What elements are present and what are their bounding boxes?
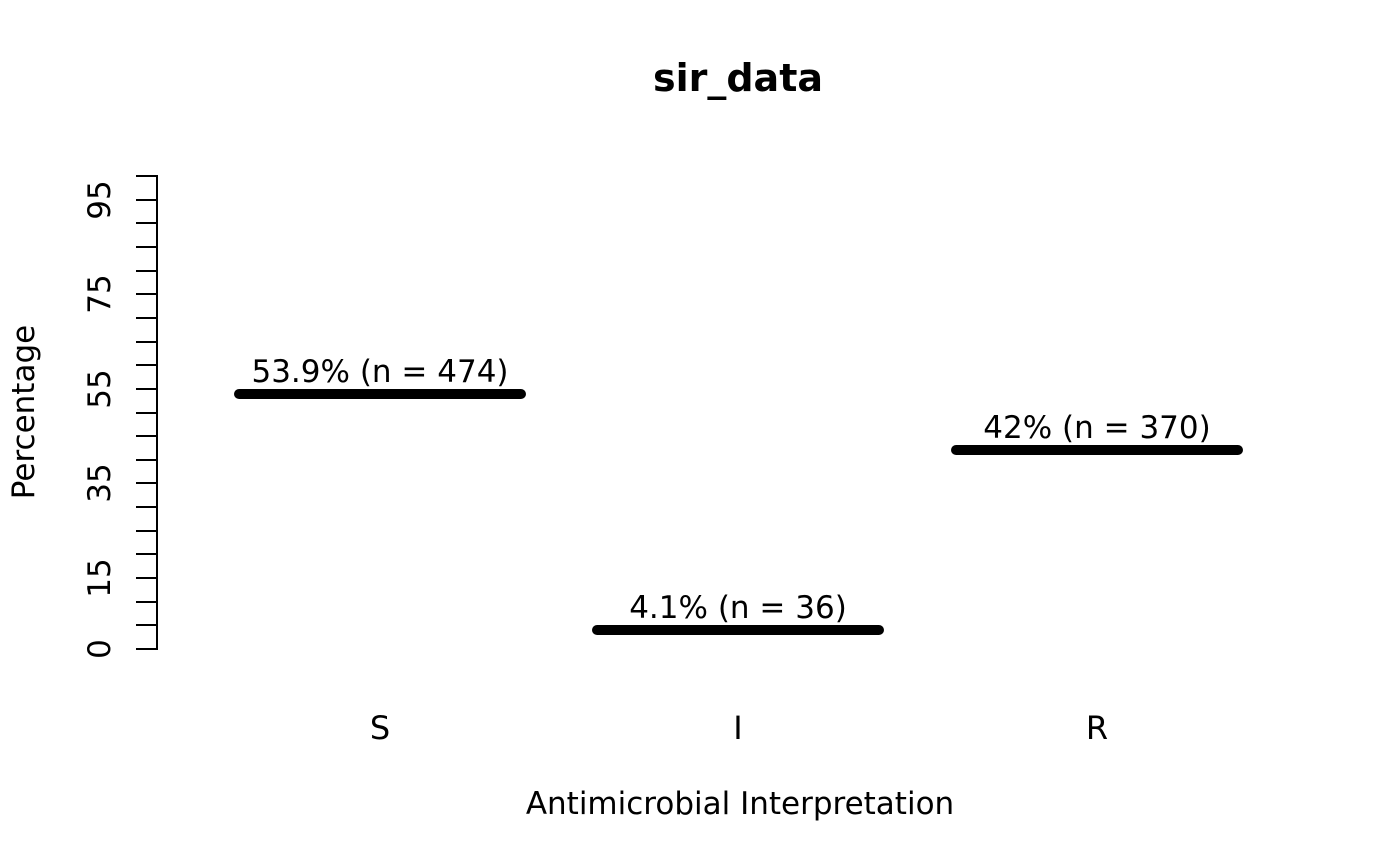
bar-I xyxy=(592,624,884,635)
y-axis-line xyxy=(156,175,158,650)
y-axis-tick xyxy=(136,529,156,532)
y-axis-tick xyxy=(136,222,156,225)
y-tick-label-15: 15 xyxy=(82,558,118,598)
chart-title: sir_data xyxy=(652,56,824,100)
y-axis-tick xyxy=(136,600,156,603)
y-axis-tick xyxy=(136,458,156,461)
y-axis-tick xyxy=(136,482,156,485)
y-tick-label-95: 95 xyxy=(82,179,118,220)
y-axis-tick xyxy=(136,316,156,319)
y-tick-label-75: 75 xyxy=(82,274,118,314)
y-tick-label-35: 35 xyxy=(82,463,118,504)
x-tick-label-R: R xyxy=(1085,709,1109,747)
x-tick-label-I: I xyxy=(733,709,743,747)
y-axis-tick xyxy=(136,648,156,650)
y-axis-tick xyxy=(136,624,156,627)
y-axis-tick xyxy=(136,269,156,272)
y-axis-tick xyxy=(136,435,156,438)
bar-label-I: 4.1% (n = 36) xyxy=(629,589,847,626)
y-axis-tick xyxy=(136,293,156,296)
y-tick-label-55: 55 xyxy=(82,369,118,409)
y-tick-label-0: 0 xyxy=(82,639,118,659)
bar-S xyxy=(234,389,526,400)
x-tick-label-S: S xyxy=(369,709,391,747)
bar-label-R: 42% (n = 370) xyxy=(983,410,1211,447)
bar-label-S: 53.9% (n = 474) xyxy=(251,354,509,391)
y-axis-tick xyxy=(136,387,156,390)
bar-R xyxy=(951,445,1243,456)
y-axis-tick xyxy=(136,198,156,201)
y-axis-tick xyxy=(136,175,156,177)
x-axis-title: Antimicrobial Interpretation xyxy=(525,786,955,822)
y-axis-tick xyxy=(136,364,156,367)
y-axis-tick xyxy=(136,245,156,248)
y-axis-tick xyxy=(136,506,156,509)
y-axis-tick xyxy=(136,577,156,580)
y-axis-tick xyxy=(136,340,156,343)
y-axis-tick xyxy=(136,553,156,556)
y-axis-tick xyxy=(136,411,156,414)
